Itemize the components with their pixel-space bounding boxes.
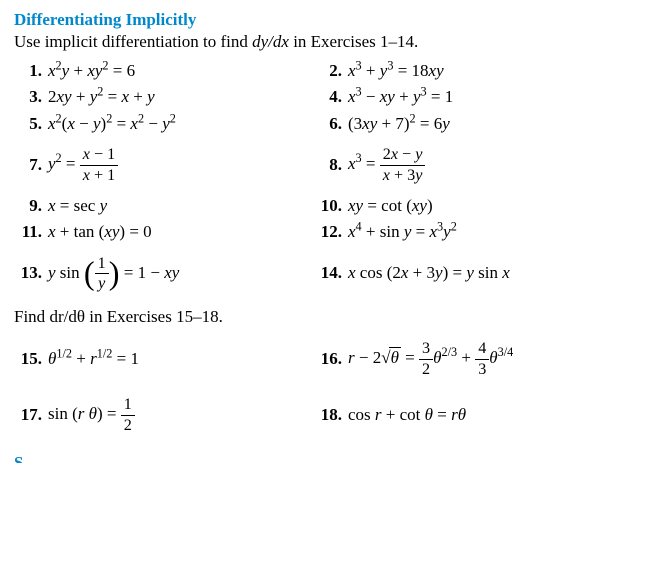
exercise-number: 10. [314, 196, 348, 216]
equation: x4 + sin y = x3y2 [348, 222, 457, 242]
equation: x3 = 2x − yx + 3y [348, 145, 425, 185]
exercise-number: 1. [14, 61, 48, 81]
exercise-number: 4. [314, 87, 348, 107]
exercise-2: 2. x3 + y3 = 18xy [314, 58, 632, 84]
exercise-number: 15. [14, 349, 48, 369]
sub-instruction-post: in Exercises 15–18. [85, 307, 223, 326]
exercise-5: 5. x2(x − y)2 = x2 − y2 [14, 111, 314, 137]
exercise-6: 6. (3xy + 7)2 = 6y [314, 111, 632, 137]
equation: x2(x − y)2 = x2 − y2 [48, 114, 176, 134]
equation: θ1/2 + r1/2 = 1 [48, 349, 139, 369]
exercise-9: 9. x = sec y [14, 193, 314, 219]
exercise-number: 9. [14, 196, 48, 216]
sub-instruction-pre: Find [14, 307, 49, 326]
exercise-8: 8. x3 = 2x − yx + 3y [314, 137, 632, 193]
instruction: Use implicit differentiation to find dy/… [14, 32, 632, 52]
instruction-post: in Exercises 1–14. [289, 32, 418, 51]
exercise-15: 15. θ1/2 + r1/2 = 1 [14, 341, 314, 377]
exercise-number: 6. [314, 114, 348, 134]
exercise-3: 3. 2xy + y2 = x + y [14, 84, 314, 110]
equation: cos r + cot θ = rθ [348, 405, 466, 425]
exercise-number: 8. [314, 155, 348, 175]
exercise-number: 13. [14, 263, 48, 283]
exercise-1: 1. x2y + xy2 = 6 [14, 58, 314, 84]
exercise-12: 12. x4 + sin y = x3y2 [314, 219, 632, 245]
exercise-number: 14. [314, 263, 348, 283]
equation: x2y + xy2 = 6 [48, 61, 135, 81]
exercise-13: 13. y sin (1y) = 1 − xy [14, 246, 314, 302]
exercise-number: 7. [14, 155, 48, 175]
equation: x3 − xy + y3 = 1 [348, 87, 453, 107]
exercise-4: 4. x3 − xy + y3 = 1 [314, 84, 632, 110]
exercise-number: 12. [314, 222, 348, 242]
equation: sin (r θ) = 12 [48, 395, 135, 435]
exercise-10: 10. xy = cot (xy) [314, 193, 632, 219]
equation: x3 + y3 = 18xy [348, 61, 444, 81]
sub-instruction: Find dr/dθ in Exercises 15–18. [14, 307, 632, 327]
sub-instruction-var: dr/dθ [49, 307, 85, 326]
exercise-number: 16. [314, 349, 348, 369]
exercise-number: 11. [14, 222, 48, 242]
equation: x = sec y [48, 196, 107, 216]
exercise-number: 18. [314, 405, 348, 425]
exercise-number: 2. [314, 61, 348, 81]
equation: y sin (1y) = 1 − xy [48, 254, 179, 294]
exercise-number: 17. [14, 405, 48, 425]
equation: 2xy + y2 = x + y [48, 87, 155, 107]
equation: xy = cot (xy) [348, 196, 433, 216]
equation: (3xy + 7)2 = 6y [348, 114, 450, 134]
next-section-cutoff: S [14, 453, 632, 463]
equation: r − 2√θ = 32θ2/3 + 43θ3/4 [348, 339, 513, 379]
instruction-var: dy/dx [252, 32, 289, 51]
instruction-pre: Use implicit differentiation to find [14, 32, 252, 51]
exercise-16: 16. r − 2√θ = 32θ2/3 + 43θ3/4 [314, 331, 632, 387]
exercise-18: 18. cos r + cot θ = rθ [314, 397, 632, 433]
section-title: Differentiating Implicitly [14, 10, 632, 30]
exercise-11: 11. x + tan (xy) = 0 [14, 219, 314, 245]
exercise-17: 17. sin (r θ) = 12 [14, 387, 314, 443]
equation: y2 = x − 1x + 1 [48, 145, 118, 185]
exercise-number: 5. [14, 114, 48, 134]
exercise-number: 3. [14, 87, 48, 107]
equation: x cos (2x + 3y) = y sin x [348, 263, 510, 283]
equation: x + tan (xy) = 0 [48, 222, 152, 242]
exercise-7: 7. y2 = x − 1x + 1 [14, 137, 314, 193]
exercise-14: 14. x cos (2x + 3y) = y sin x [314, 255, 632, 291]
